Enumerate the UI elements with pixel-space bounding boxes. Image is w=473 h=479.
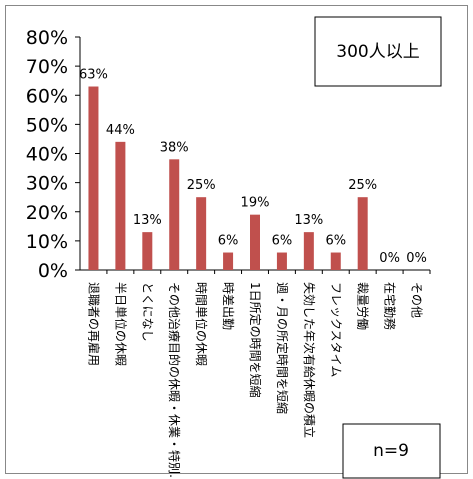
- y-tick-label: 60%: [26, 85, 68, 107]
- data-label: 25%: [187, 178, 216, 193]
- group-annotation-box: 300人以上: [314, 16, 442, 87]
- y-tick-label: 30%: [26, 173, 68, 195]
- data-label: 0%: [406, 251, 427, 266]
- y-tick-label: 10%: [26, 231, 68, 253]
- y-tick-label: 20%: [26, 202, 68, 224]
- data-label: 0%: [379, 251, 400, 266]
- y-tick-label: 70%: [26, 56, 68, 78]
- x-category-label: その他治療目的の休暇・休業・特別…: [167, 282, 182, 479]
- bar: [196, 197, 207, 270]
- data-label: 13%: [294, 213, 323, 228]
- y-tick-label: 40%: [26, 144, 68, 166]
- bar: [223, 252, 234, 270]
- bar: [357, 197, 368, 270]
- bars: [88, 86, 368, 270]
- y-tick-label: 0%: [38, 260, 68, 282]
- data-labels: 63%44%13%38%25%6%19%6%13%6%25%0% 0%: [79, 68, 427, 266]
- bar: [169, 159, 180, 270]
- data-label: 6%: [218, 234, 239, 249]
- data-label: 6%: [325, 234, 346, 249]
- x-category-label: 1日所定の時間を短縮: [248, 282, 263, 398]
- data-label: 6%: [272, 234, 293, 249]
- y-tick-label: 50%: [26, 114, 68, 136]
- x-axis-categories: 退職者の再雇用 半日単位の休暇 とくになし その他治療目的の休暇・休業・特別… 時間単位…: [86, 270, 431, 479]
- sample-size-box: n=9: [342, 423, 441, 479]
- group-annotation-text: 300人以上: [336, 42, 419, 62]
- x-category-label: 退職者の再雇用: [86, 282, 101, 366]
- bar: [276, 252, 287, 270]
- bar: [303, 232, 314, 270]
- x-category-label: 半日単位の休暇: [113, 282, 128, 366]
- data-label: 38%: [160, 140, 189, 155]
- x-category-label: その他: [410, 282, 424, 318]
- y-tick-label: 80%: [26, 27, 68, 49]
- x-category-label: フレックスタイム: [329, 282, 343, 377]
- x-category-label: 裁量労働: [356, 282, 370, 330]
- data-label: 25%: [348, 178, 377, 193]
- data-label: 13%: [133, 213, 162, 228]
- data-label: 44%: [106, 123, 135, 138]
- data-label: 63%: [79, 68, 108, 83]
- bar: [142, 232, 153, 270]
- bar: [250, 214, 260, 270]
- x-category-label: 週・月の所定時間を短縮: [275, 282, 290, 414]
- bar: [115, 141, 126, 270]
- x-category-label: 在宅勤務: [383, 282, 398, 330]
- x-category-label: 失効した年次有給休暇の積立: [302, 282, 317, 438]
- bar: [330, 252, 341, 270]
- sample-size-text: n=9: [373, 441, 409, 461]
- x-category-label: とくになし: [140, 282, 154, 342]
- x-category-label: 時差出勤: [221, 282, 235, 330]
- bar: [88, 86, 99, 270]
- data-label: 19%: [241, 196, 270, 211]
- y-axis: 0% 10% 20% 30% 40% 50% 60% 70% 80%: [26, 27, 430, 282]
- x-category-label: 時間単位の休暇: [194, 282, 209, 366]
